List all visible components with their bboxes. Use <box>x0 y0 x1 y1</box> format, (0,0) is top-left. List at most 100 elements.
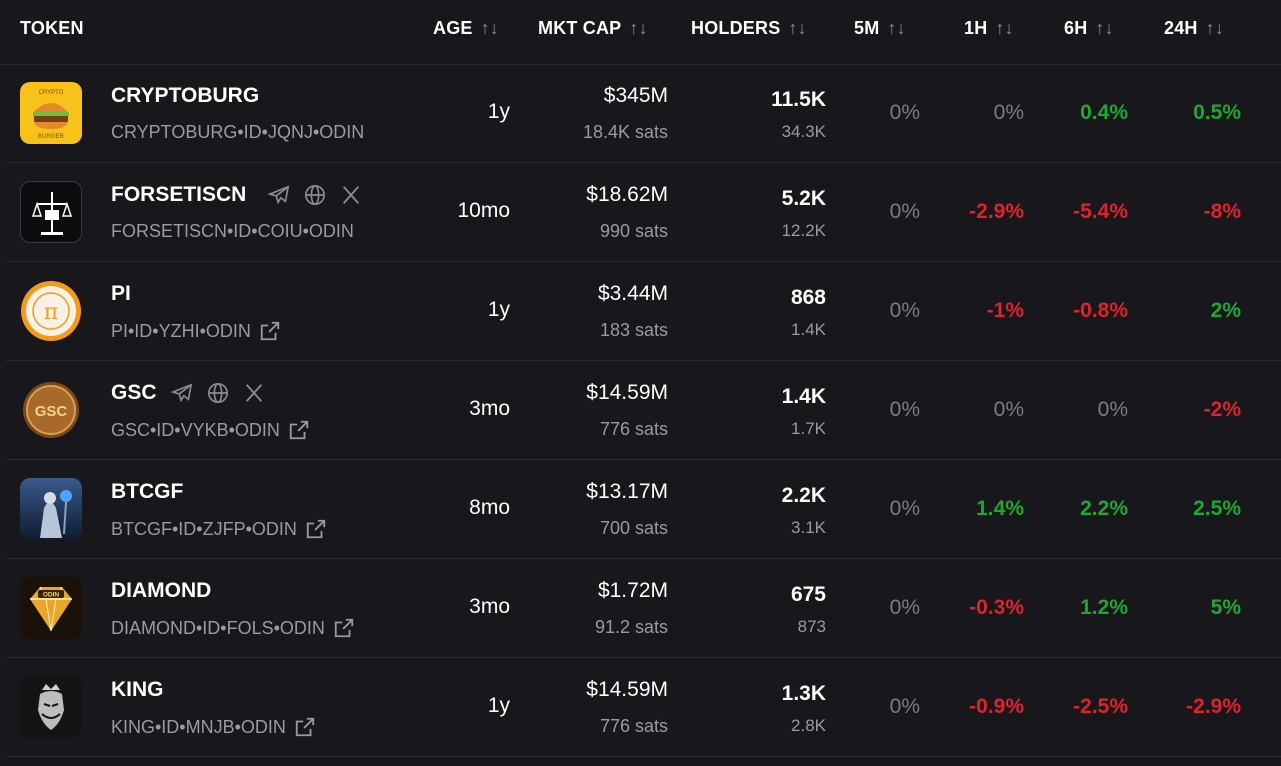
change-24h: -2.9% <box>1186 695 1241 718</box>
token-name[interactable]: FORSETISCN <box>111 183 362 207</box>
holders-count: 868 <box>790 286 826 309</box>
price-sats: 776 sats <box>599 716 668 736</box>
sort-icon[interactable]: ↑↓ <box>1095 18 1114 38</box>
column-header-5m[interactable]: 5M ↑↓ <box>854 18 906 38</box>
market-cap: $14.59M <box>586 381 668 404</box>
change-5m: 0% <box>889 497 920 520</box>
token-id: BTCGF•ID•ZJFP•ODIN <box>111 518 327 540</box>
telegram-icon[interactable] <box>268 184 290 206</box>
forsetiscn-logo <box>20 181 82 243</box>
x-twitter-icon[interactable] <box>340 184 362 206</box>
table-header: TOKEN AGE ↑↓ MKT CAP ↑↓ HOLDERS ↑↓ 5M ↑↓ 1H ↑… <box>0 0 1281 65</box>
column-header-token: TOKEN <box>20 18 84 38</box>
change-5m: 0% <box>889 200 920 223</box>
token-id: FORSETISCN•ID•COIU•ODIN <box>111 221 354 241</box>
holders-secondary: 12.2K <box>781 221 826 240</box>
change-1h: 0% <box>993 101 1024 124</box>
x-twitter-icon[interactable] <box>243 382 265 404</box>
table-row[interactable]: KING KING•ID•MNJB•ODIN 1y $14.59M 776 sa… <box>6 658 1281 757</box>
change-24h: 2.5% <box>1193 497 1241 520</box>
table-row[interactable]: ODIN DIAMOND DIAMOND•ID•FOLS•ODIN 3mo $1… <box>6 559 1281 658</box>
table-row[interactable]: π PI PI•ID•YZHI•ODIN 1y $3.44M 183 sats … <box>6 262 1281 361</box>
change-24h: 2% <box>1210 299 1241 322</box>
column-header-age[interactable]: AGE ↑↓ <box>433 18 500 38</box>
holders-count: 1.3K <box>781 682 826 705</box>
svg-text:π: π <box>44 300 58 325</box>
svg-text:ODIN: ODIN <box>43 592 60 599</box>
external-link-icon[interactable] <box>288 419 310 441</box>
column-header-holders[interactable]: HOLDERS ↑↓ <box>691 18 807 38</box>
price-sats: 776 sats <box>599 419 668 439</box>
price-sats: 18.4K sats <box>582 122 668 142</box>
table-row[interactable]: CRYPTO BURGER CRYPTOBURG CRYPTOBURG•ID•J… <box>6 64 1281 163</box>
external-link-icon[interactable] <box>305 518 327 540</box>
column-header-6h[interactable]: 6H ↑↓ <box>1064 18 1114 38</box>
price-sats: 990 sats <box>599 221 668 241</box>
token-age: 1y <box>487 298 510 321</box>
token-age: 3mo <box>469 397 510 420</box>
holders-secondary: 1.7K <box>791 419 826 438</box>
token-age: 8mo <box>469 496 510 519</box>
token-age: 3mo <box>469 595 510 618</box>
market-cap: $13.17M <box>586 480 668 503</box>
change-6h: 2.2% <box>1080 497 1128 520</box>
holders-secondary: 2.8K <box>791 716 826 735</box>
change-24h: -2% <box>1203 398 1241 421</box>
pi-logo: π <box>20 280 82 342</box>
token-id: GSC•ID•VYKB•ODIN <box>111 419 310 441</box>
holders-count: 5.2K <box>781 187 826 210</box>
sort-icon[interactable]: ↑↓ <box>480 18 500 38</box>
cryptoburg-logo: CRYPTO BURGER <box>20 82 82 144</box>
holders-count: 675 <box>790 583 826 606</box>
change-24h: 0.5% <box>1193 101 1241 124</box>
column-header-mktcap[interactable]: MKT CAP ↑↓ <box>538 18 648 38</box>
token-name[interactable]: BTCGF <box>111 480 184 503</box>
market-cap: $3.44M <box>597 282 668 305</box>
change-5m: 0% <box>889 299 920 322</box>
king-logo <box>20 676 82 738</box>
price-sats: 91.2 sats <box>594 617 668 637</box>
diamond-logo: ODIN <box>20 577 82 639</box>
change-1h: -2.9% <box>969 200 1024 223</box>
holders-count: 11.5K <box>771 88 826 111</box>
change-1h: -1% <box>986 299 1024 322</box>
token-name[interactable]: KING <box>111 678 164 701</box>
column-header-1h[interactable]: 1H ↑↓ <box>964 18 1014 38</box>
change-1h: -0.9% <box>969 695 1024 718</box>
token-name[interactable]: DIAMOND <box>111 579 212 602</box>
token-name[interactable]: CRYPTOBURG <box>111 84 260 107</box>
change-6h: 0% <box>1097 398 1128 421</box>
external-link-icon[interactable] <box>294 716 316 738</box>
token-id: DIAMOND•ID•FOLS•ODIN <box>111 617 355 639</box>
external-link-icon[interactable] <box>259 320 281 342</box>
sort-icon[interactable]: ↑↓ <box>995 18 1014 38</box>
change-1h: 1.4% <box>976 497 1024 520</box>
globe-icon[interactable] <box>304 184 326 206</box>
table-body: CRYPTO BURGER CRYPTOBURG CRYPTOBURG•ID•J… <box>6 64 1281 757</box>
change-5m: 0% <box>889 695 920 718</box>
sort-icon[interactable]: ↑↓ <box>788 18 807 38</box>
column-header-24h[interactable]: 24H ↑↓ <box>1164 18 1225 38</box>
sort-icon[interactable]: ↑↓ <box>1205 18 1225 38</box>
holders-secondary: 1.4K <box>791 320 826 339</box>
sort-icon[interactable]: ↑↓ <box>629 18 648 38</box>
change-6h: -2.5% <box>1073 695 1128 718</box>
sort-icon[interactable]: ↑↓ <box>887 18 906 38</box>
token-id: KING•ID•MNJB•ODIN <box>111 716 316 738</box>
table-row[interactable]: GSC GSC GSC•ID•VYKB•ODIN 3mo $14.59M 776… <box>6 361 1281 460</box>
change-5m: 0% <box>889 398 920 421</box>
holders-secondary: 3.1K <box>791 518 826 537</box>
globe-icon[interactable] <box>207 382 229 404</box>
external-link-icon[interactable] <box>333 617 355 639</box>
price-sats: 700 sats <box>599 518 668 538</box>
telegram-icon[interactable] <box>170 382 193 404</box>
change-6h: -0.8% <box>1073 299 1128 322</box>
svg-text:CRYPTO: CRYPTO <box>39 90 64 96</box>
table-row[interactable]: BTCGF BTCGF•ID•ZJFP•ODIN 8mo $13.17M 700… <box>6 460 1281 559</box>
holders-secondary: 34.3K <box>781 122 826 141</box>
change-1h: 0% <box>993 398 1024 421</box>
token-name[interactable]: PI <box>111 282 131 305</box>
token-name[interactable]: GSC <box>111 381 265 405</box>
table-row[interactable]: FORSETISCN FORSETISCN•ID•COIU•ODIN 10mo … <box>6 163 1281 262</box>
